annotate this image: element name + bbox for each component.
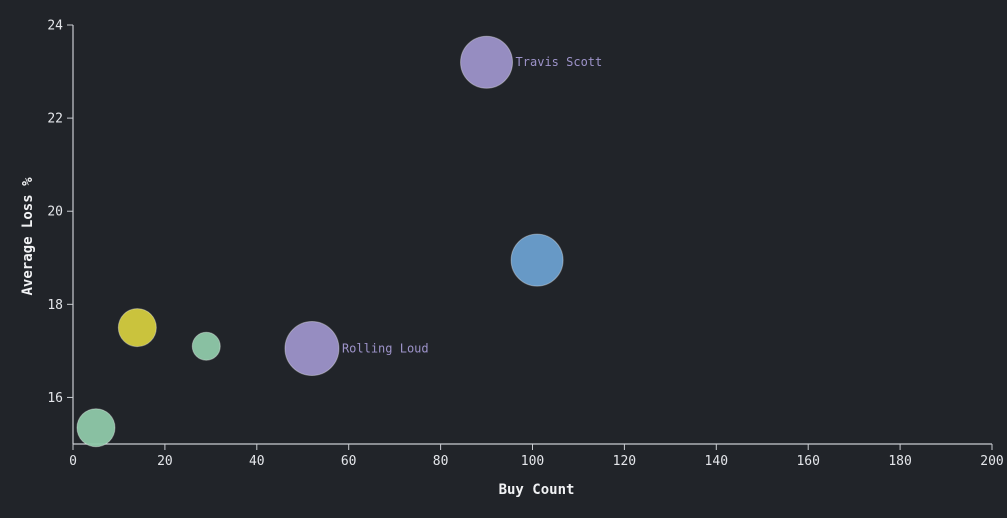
x-tick-label: 60 — [341, 454, 357, 469]
bubble-point[interactable] — [76, 408, 116, 448]
bubble-point[interactable] — [191, 331, 221, 361]
bubble-label: Rolling Loud — [342, 342, 429, 356]
y-axis-title: Average Loss % — [20, 177, 36, 296]
bubble-point[interactable] — [117, 308, 157, 348]
x-tick-label: 100 — [521, 454, 544, 469]
point-labels-layer: Rolling Loud Travis Scott — [342, 55, 602, 355]
y-tick-label: 22 — [47, 112, 63, 127]
x-tick-label: 140 — [705, 454, 728, 469]
bubbles-layer — [76, 35, 564, 448]
x-tick-label: 120 — [613, 454, 636, 469]
bubble-point[interactable] — [510, 233, 564, 287]
x-axis-title: Buy Count — [499, 482, 575, 498]
y-tick-label: 18 — [47, 298, 63, 313]
y-tick-label: 16 — [47, 391, 63, 406]
x-tick-label: 160 — [796, 454, 819, 469]
y-tick-label: 24 — [47, 19, 63, 34]
x-axis: 0 20 40 60 80 100 120 140 160 180 200 — [69, 443, 1004, 469]
x-tick-label: 180 — [888, 454, 911, 469]
x-tick-label: 200 — [980, 454, 1003, 469]
bubble-point[interactable] — [284, 321, 340, 377]
bubble-point[interactable] — [460, 35, 514, 89]
y-axis: 16 18 20 22 24 — [47, 19, 74, 444]
y-tick-label: 20 — [47, 205, 63, 220]
x-tick-label: 20 — [157, 454, 173, 469]
x-tick-label: 80 — [433, 454, 449, 469]
x-tick-label: 40 — [249, 454, 265, 469]
bubble-label: Travis Scott — [516, 55, 603, 69]
x-tick-label: 0 — [69, 454, 77, 469]
